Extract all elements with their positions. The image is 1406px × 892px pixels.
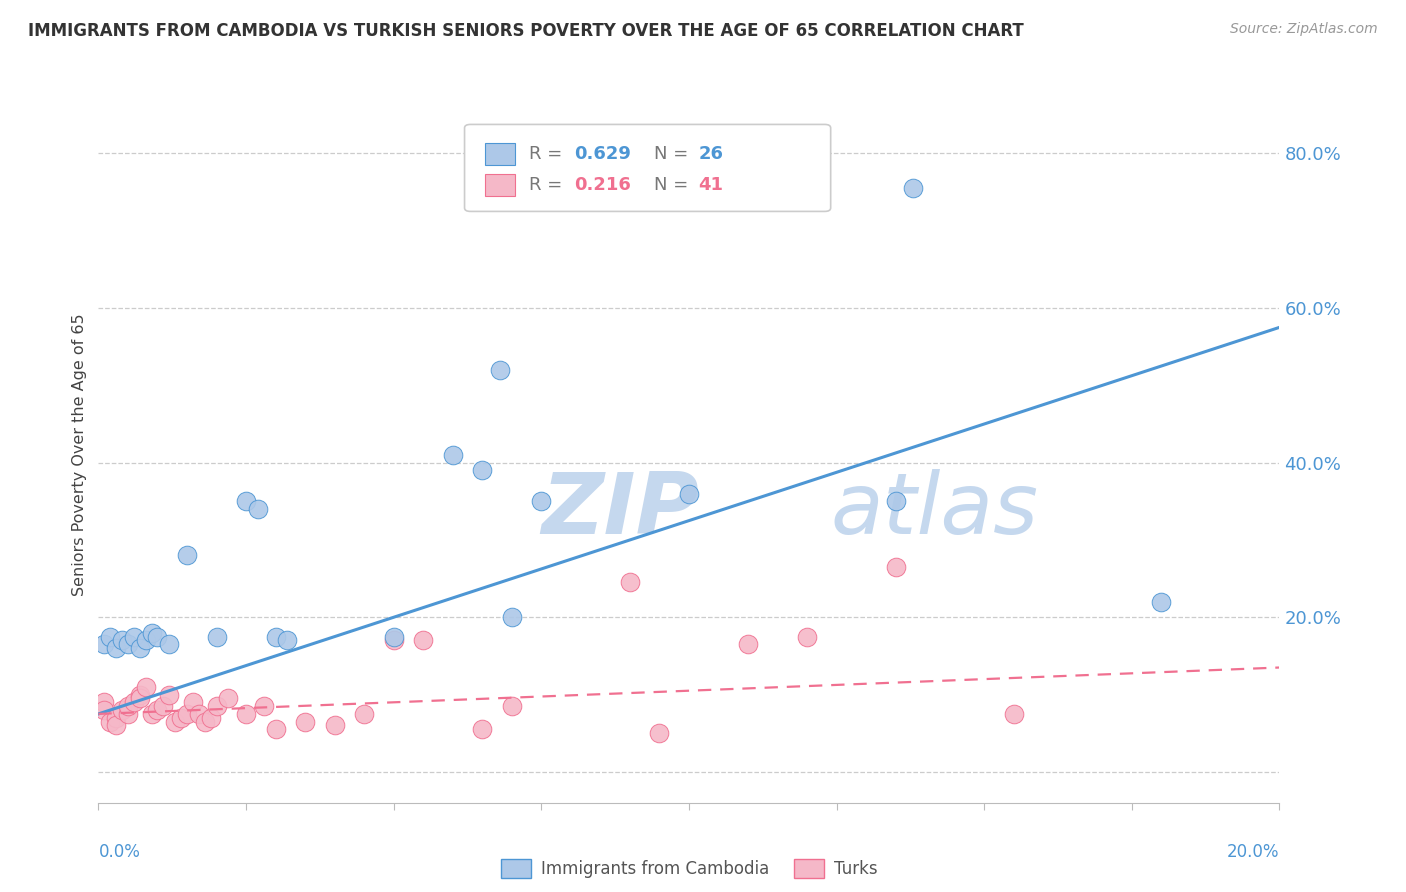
Text: N =: N = [654, 145, 693, 163]
Point [501, 699, 523, 714]
Point [217, 691, 239, 706]
Point [382, 633, 405, 648]
Point [176, 706, 198, 721]
Point [471, 723, 494, 737]
Point [264, 723, 287, 737]
Point [135, 633, 157, 648]
Point [98, 714, 121, 729]
FancyBboxPatch shape [464, 124, 831, 211]
Text: Source: ZipAtlas.com: Source: ZipAtlas.com [1230, 22, 1378, 37]
Text: 26: 26 [699, 145, 724, 163]
Point [165, 714, 187, 729]
Point [1150, 595, 1173, 609]
Point [205, 699, 228, 714]
Point [246, 502, 269, 516]
Point [264, 630, 287, 644]
Point [353, 706, 375, 721]
Point [128, 691, 150, 706]
Point [294, 714, 316, 729]
Text: IMMIGRANTS FROM CAMBODIA VS TURKISH SENIORS POVERTY OVER THE AGE OF 65 CORRELATI: IMMIGRANTS FROM CAMBODIA VS TURKISH SENI… [28, 22, 1024, 40]
Text: 20.0%: 20.0% [1227, 843, 1279, 861]
Point [98, 630, 121, 644]
Point [105, 641, 128, 656]
Point [530, 494, 553, 508]
Point [157, 637, 180, 651]
Point [501, 610, 523, 624]
Point [489, 363, 512, 377]
Point [884, 494, 907, 508]
Point [170, 711, 193, 725]
Point [122, 630, 145, 644]
Point [619, 575, 641, 590]
Text: 0.0%: 0.0% [98, 843, 141, 861]
Text: R =: R = [530, 176, 568, 194]
Point [111, 703, 134, 717]
Point [93, 637, 115, 651]
Point [205, 630, 228, 644]
Text: ZIP: ZIP [541, 469, 699, 552]
Point [105, 711, 128, 725]
Point [648, 726, 671, 740]
Point [471, 463, 494, 477]
Point [1002, 706, 1025, 721]
Point [157, 688, 180, 702]
Point [276, 633, 298, 648]
Point [903, 181, 925, 195]
Point [93, 703, 115, 717]
Point [128, 688, 150, 702]
Point [117, 637, 139, 651]
Point [253, 699, 276, 714]
FancyBboxPatch shape [485, 144, 516, 166]
Point [678, 486, 700, 500]
Text: R =: R = [530, 145, 568, 163]
Y-axis label: Seniors Poverty Over the Age of 65: Seniors Poverty Over the Age of 65 [72, 314, 87, 596]
Point [105, 718, 128, 732]
Point [141, 625, 163, 640]
Point [884, 560, 907, 574]
Point [194, 714, 217, 729]
Point [93, 695, 115, 709]
Point [187, 706, 209, 721]
Point [135, 680, 157, 694]
Legend: Immigrants from Cambodia, Turks: Immigrants from Cambodia, Turks [494, 853, 884, 885]
Text: 41: 41 [699, 176, 724, 194]
Point [412, 633, 434, 648]
Point [181, 695, 204, 709]
Point [111, 633, 134, 648]
Text: 0.216: 0.216 [575, 176, 631, 194]
Text: 0.629: 0.629 [575, 145, 631, 163]
Point [128, 641, 150, 656]
Text: atlas: atlas [831, 469, 1039, 552]
Point [382, 630, 405, 644]
Point [146, 630, 169, 644]
Point [176, 549, 198, 563]
Text: N =: N = [654, 176, 693, 194]
Point [146, 703, 169, 717]
Point [200, 711, 222, 725]
Point [117, 706, 139, 721]
Point [141, 706, 163, 721]
Point [323, 718, 346, 732]
Point [122, 695, 145, 709]
Point [152, 699, 174, 714]
Point [235, 706, 257, 721]
Point [796, 630, 818, 644]
Point [441, 448, 464, 462]
Point [737, 637, 759, 651]
Point [235, 494, 257, 508]
Point [117, 699, 139, 714]
FancyBboxPatch shape [485, 174, 516, 196]
